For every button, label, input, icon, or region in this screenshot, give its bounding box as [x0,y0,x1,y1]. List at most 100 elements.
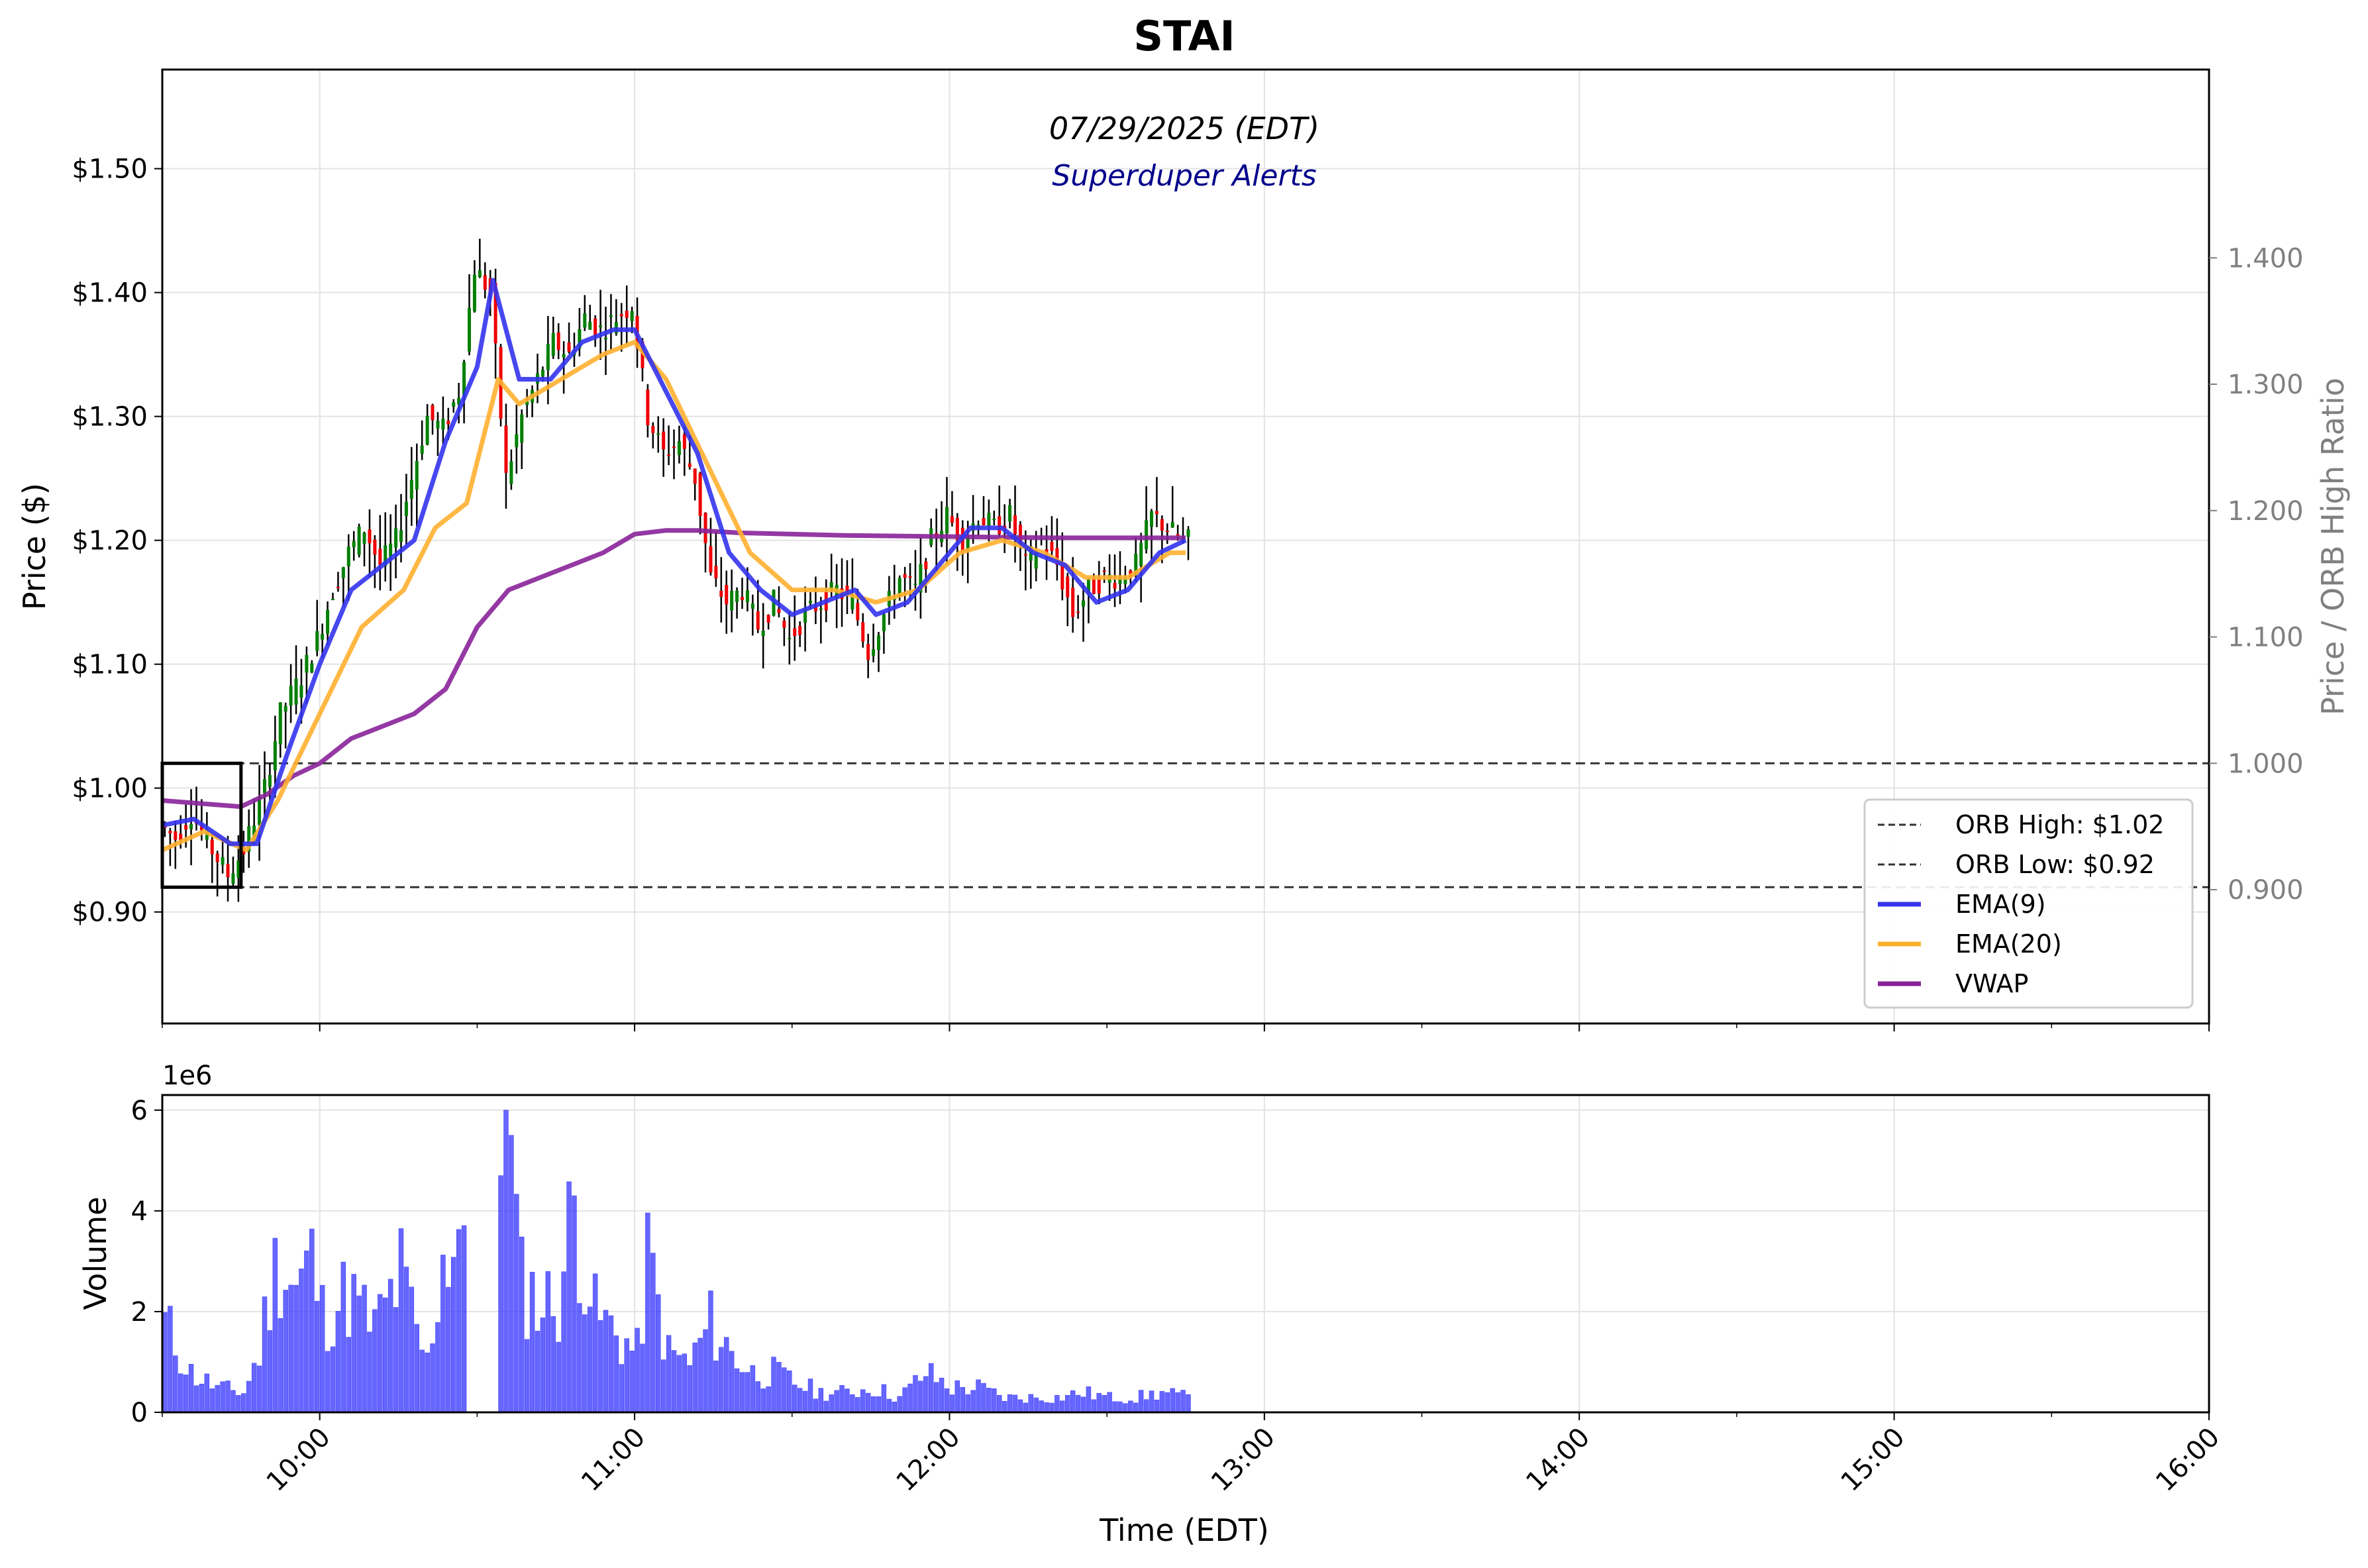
candle-body-down [1165,531,1169,533]
volume-bar [944,1388,950,1413]
volume-bar [346,1337,351,1413]
candle-body-up [992,518,996,520]
candle-body-up [898,578,901,596]
volume-bar [367,1332,372,1413]
candle-body-up [588,321,592,330]
volume-bar [514,1194,519,1413]
volume-bar [608,1315,614,1413]
volume-bar [278,1318,283,1413]
volume-bar [918,1381,923,1413]
volume-bar [1117,1401,1123,1413]
candle-body-down [556,332,560,350]
volume-bar [897,1396,902,1413]
ratio-y-axis-label: Price / ORB High Ratio [2315,378,2351,715]
candle-body-up [609,315,613,317]
volume-bar [829,1394,834,1413]
volume-bar [566,1181,572,1413]
volume-bar [1107,1392,1112,1413]
candle-body-up [630,311,634,321]
volume-bar [892,1401,897,1413]
candle-body-up [509,461,513,484]
volume-bar [850,1394,855,1413]
volume-y-axis-label: Volume [77,1196,113,1310]
candle-body-down [777,609,781,613]
candle-body-up [404,501,408,516]
volume-bar [597,1320,603,1413]
volume-bar [703,1329,708,1413]
ratio-y-tick-label: 1.200 [2228,496,2304,527]
ratio-y-ticks: 0.900 1.000 1.100 1.200 1.300 1.400 [2209,243,2304,906]
volume-bar [288,1284,293,1413]
candle-body-down [688,463,692,468]
price-x-ticks [162,1023,2210,1031]
volume-bar [451,1257,456,1413]
candle-body-down [1060,563,1064,590]
candle-body-up [362,533,366,545]
volume-bar [976,1379,981,1413]
volume-bar [997,1394,1002,1413]
volume-bar [241,1393,246,1413]
candle-body-up [478,270,482,278]
candle-body-up [761,631,765,637]
volume-bar [362,1284,367,1413]
candle-body-down [1160,519,1164,531]
volume-bar [309,1228,315,1413]
volume-bar [656,1294,661,1413]
volume-bar [635,1328,640,1413]
volume-bar [1102,1395,1107,1413]
volume-bar [199,1383,205,1413]
watermark-text: Superduper Alerts [1052,159,1316,193]
volume-bar [315,1300,320,1413]
volume-bar [262,1296,268,1413]
volume-bar [1039,1400,1044,1413]
volume-bar [682,1353,688,1413]
candle-body-down [1018,525,1022,544]
candle-body-down [493,283,497,344]
volume-bar [1023,1402,1029,1413]
volume-bar [697,1337,703,1413]
candle-body-down [504,425,508,473]
volume-bar [1096,1392,1102,1413]
candles [163,238,1190,902]
candle-body-up [656,433,660,435]
volume-bar [299,1269,304,1413]
candle-body-down [813,606,817,612]
volume-bar [881,1384,887,1413]
candle-body-down [662,431,666,450]
legend-label: VWAP [1955,969,2028,998]
legend-label: EMA(20) [1955,929,2062,959]
volume-bar [1149,1390,1155,1413]
volume-bar [624,1338,629,1413]
candle-body-up [562,354,566,358]
volume-plot-frame [161,1094,2210,1414]
volume-bar [387,1279,393,1413]
candle-body-up [189,823,193,829]
candle-body-up [677,441,681,455]
volume-bar [954,1380,960,1413]
volume-bar [256,1365,262,1413]
candle-body-down [368,529,372,544]
candle-body-up [735,590,739,602]
candle-body-down [1155,511,1158,515]
candle-body-down [1092,578,1096,594]
candle-body-up [399,530,403,542]
volume-bar [378,1294,383,1413]
volume-bar [739,1372,745,1413]
volume-bar [209,1388,215,1413]
candle-body-up [1086,579,1090,593]
candle-body-up [892,598,896,600]
candle-body-down [866,644,870,660]
volume-bar [760,1388,766,1413]
candle-body-down [725,584,729,605]
volume-bar [1180,1390,1186,1413]
volume-bar [330,1346,336,1413]
volume-bar [173,1355,178,1413]
candle-body-up [283,706,287,712]
legend-items: ORB High: $1.02 ORB Low: $0.92 EMA(9) EMA(2… [1878,810,2164,998]
candle-body-down [567,342,571,352]
candle-body-down [709,546,713,573]
volume-bar [886,1398,892,1413]
volume-bar [745,1372,750,1413]
volume-bar [860,1389,866,1413]
